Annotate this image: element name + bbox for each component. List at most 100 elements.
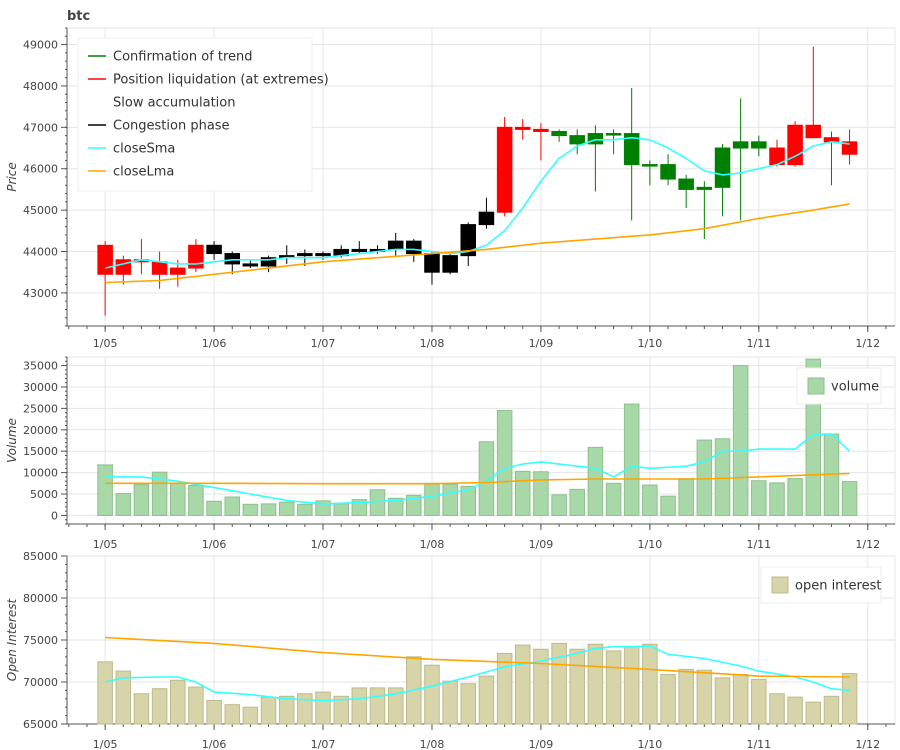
candle-body xyxy=(514,126,531,130)
y-tick-label: 70000 xyxy=(23,676,58,689)
x-tick-label: 1/11 xyxy=(746,337,771,350)
candle-body xyxy=(551,130,567,137)
bar xyxy=(478,441,495,516)
bar xyxy=(696,669,713,725)
candle-body xyxy=(496,126,513,213)
bar xyxy=(805,701,822,725)
legend-swatch xyxy=(771,576,789,594)
bar xyxy=(769,693,785,725)
x-tick-label: 1/09 xyxy=(529,337,554,350)
bar xyxy=(442,680,458,725)
candle-body xyxy=(623,133,640,166)
bar xyxy=(224,704,241,725)
candle-body xyxy=(315,253,331,257)
bar xyxy=(496,410,513,516)
bar xyxy=(387,497,404,516)
bar xyxy=(714,677,731,725)
legend-label: Confirmation of trend xyxy=(113,50,253,65)
bar xyxy=(242,503,259,516)
bar xyxy=(351,687,368,725)
x-tick-label: 1/06 xyxy=(202,538,227,551)
bar xyxy=(751,480,767,516)
bar xyxy=(678,478,694,516)
candle-body xyxy=(714,147,731,188)
series-line-closeLma xyxy=(105,203,850,284)
bar xyxy=(133,693,150,725)
y-tick-label: 20000 xyxy=(23,424,58,437)
y-tick-label: 30000 xyxy=(23,381,58,394)
candle-body xyxy=(242,263,259,267)
candle-body xyxy=(224,253,241,265)
bar xyxy=(514,470,531,516)
candle-body xyxy=(170,267,186,275)
x-tick-label: 1/12 xyxy=(855,538,880,551)
y-tick-label: 10000 xyxy=(23,467,58,480)
candle-body xyxy=(151,261,168,275)
legend-label: Position liquidation (at extremes) xyxy=(113,73,329,88)
bar xyxy=(260,503,277,516)
x-tick-label: 1/10 xyxy=(638,738,663,750)
bar xyxy=(260,696,277,725)
bar xyxy=(188,484,204,516)
y-tick-label: 75000 xyxy=(23,634,58,647)
x-tick-label: 1/07 xyxy=(311,538,336,551)
y-tick-label: 43000 xyxy=(23,287,58,300)
bar xyxy=(97,464,113,516)
series-line-oi-sma xyxy=(104,645,850,702)
bar xyxy=(769,482,785,516)
bar xyxy=(732,673,749,725)
bar xyxy=(206,500,222,516)
chart-panel-2: 65000 70000 75000 80000 85000 1/05 1/06 1/07 1/0… xyxy=(5,550,896,750)
legend-box xyxy=(77,37,313,192)
bar xyxy=(514,644,531,725)
candle-body xyxy=(605,133,622,136)
candle-body xyxy=(696,186,713,190)
bar xyxy=(369,687,386,725)
y-tick-label: 0 xyxy=(51,509,58,522)
x-tick-label: 1/07 xyxy=(311,738,336,750)
x-tick-label: 1/09 xyxy=(529,738,554,750)
y-tick-label: 44000 xyxy=(23,246,58,259)
bar xyxy=(642,484,658,516)
series-line-oi-lma xyxy=(105,636,850,678)
y-axis-title: Volume xyxy=(5,418,19,463)
bar xyxy=(642,643,658,725)
bar xyxy=(460,683,477,725)
x-tick-label: 1/05 xyxy=(93,738,118,750)
bar xyxy=(333,503,349,516)
y-tick-label: 85000 xyxy=(23,550,58,563)
series-line-closeSma xyxy=(104,136,850,269)
candle-body xyxy=(732,141,749,149)
candle-body xyxy=(424,253,440,273)
candle-body xyxy=(97,244,113,275)
x-tick-label: 1/06 xyxy=(202,337,227,350)
bar xyxy=(678,668,694,725)
candle-body xyxy=(297,253,313,257)
bar xyxy=(424,482,440,516)
candle-body xyxy=(587,133,604,145)
y-tick-label: 25000 xyxy=(23,402,58,415)
bar xyxy=(623,646,640,725)
x-tick-label: 1/05 xyxy=(93,337,118,350)
y-tick-label: 46000 xyxy=(23,163,58,176)
bar xyxy=(387,687,404,725)
bar xyxy=(714,438,731,516)
bar xyxy=(206,699,222,725)
candle-body xyxy=(351,248,368,253)
bar xyxy=(315,691,331,725)
y-tick-label: 45000 xyxy=(23,204,58,217)
bar xyxy=(787,696,803,725)
candle-body xyxy=(442,255,458,273)
bar xyxy=(333,695,349,725)
bar xyxy=(533,648,549,725)
y-tick-label: 65000 xyxy=(23,718,58,731)
chart-panel-0: 43000 44000 45000 46000 47000 48000 49000 1/05 1… xyxy=(5,9,896,350)
chart-title: btc xyxy=(67,9,90,24)
y-tick-label: 49000 xyxy=(23,39,58,52)
x-tick-label: 1/12 xyxy=(855,337,880,350)
bar xyxy=(823,695,840,725)
x-tick-label: 1/12 xyxy=(855,738,880,750)
bar xyxy=(533,471,549,516)
series-line-volume-sma xyxy=(105,433,851,505)
